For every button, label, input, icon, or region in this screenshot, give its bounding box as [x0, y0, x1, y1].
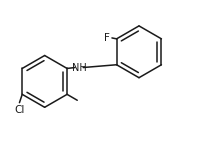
Text: F: F [104, 33, 110, 43]
Text: Cl: Cl [14, 104, 25, 115]
Text: NH: NH [72, 62, 86, 73]
